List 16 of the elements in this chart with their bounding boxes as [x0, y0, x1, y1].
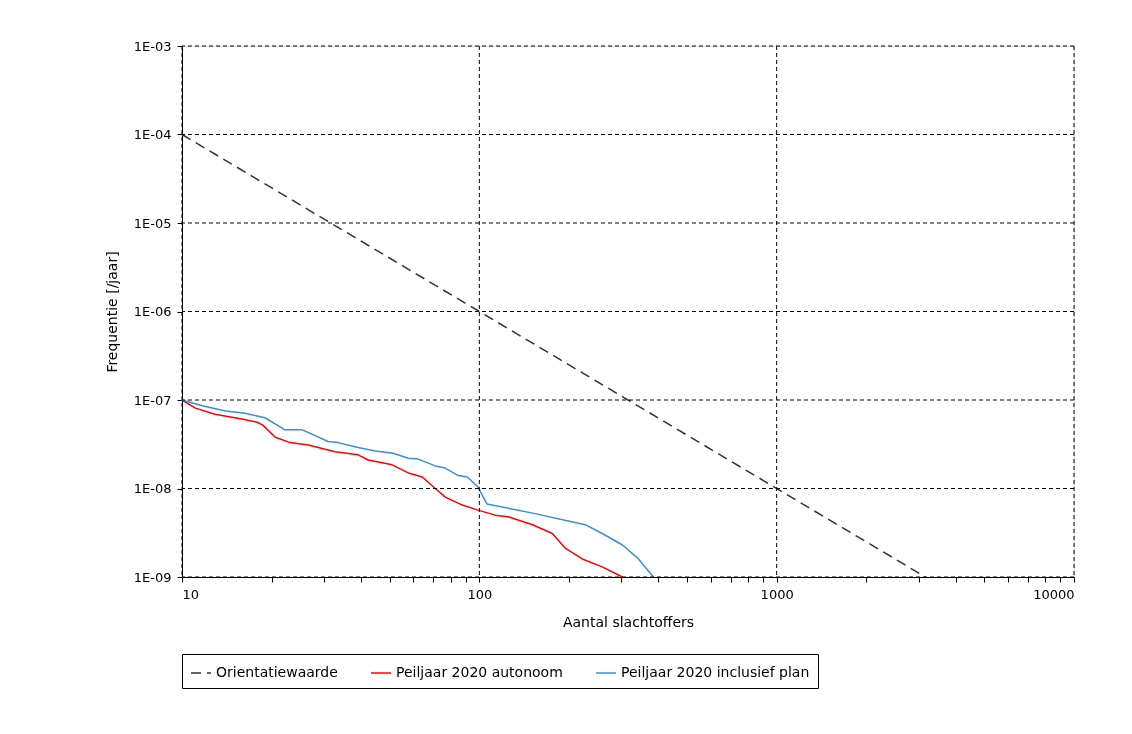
y-tick-label: 1E-08	[133, 481, 172, 496]
x-tick-label: 1000	[760, 586, 794, 602]
x-axis-title: Aantal slachtoffers	[562, 613, 695, 630]
y-tick-label: 1E-03	[133, 38, 172, 54]
y-tick-label: 1E-05	[133, 215, 172, 231]
legend-label: Peiljaar 2020 autonoom	[396, 664, 563, 680]
y-axis-title: Frequentie [/jaar]	[103, 251, 120, 373]
x-tick-label: 100	[467, 586, 493, 602]
x-tick-label: 10000	[1033, 586, 1075, 602]
legend-label: Orientatiewaarde	[216, 664, 338, 680]
x-tick-label: 10	[182, 586, 200, 602]
y-tick-label: 1E-04	[133, 127, 172, 142]
legend-label: Peiljaar 2020 inclusief plan	[621, 664, 810, 680]
y-tick-label: 1E-07	[133, 392, 172, 408]
y-tick-label: 1E-09	[133, 569, 172, 585]
y-tick-label: 1E-06	[133, 304, 172, 319]
